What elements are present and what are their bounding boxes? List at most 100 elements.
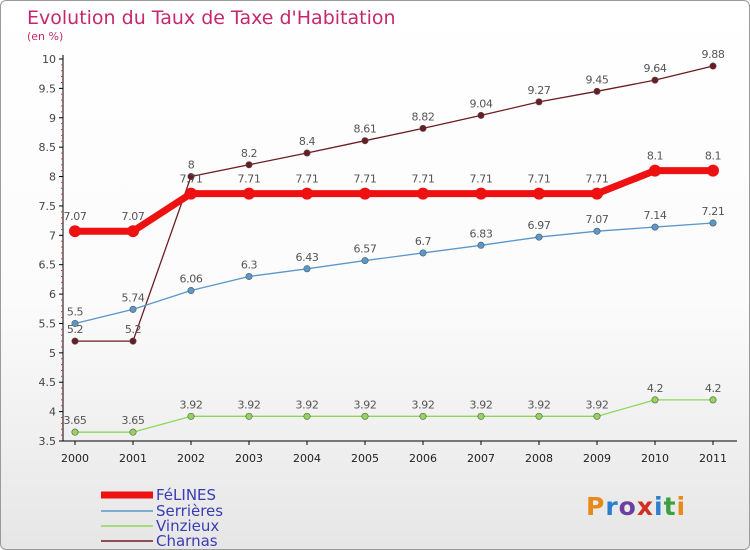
data-point-serri-res: [477, 241, 485, 249]
y-tick-label: 8: [49, 171, 56, 184]
y-tick-label: 4.5: [39, 376, 57, 389]
data-point-vinzieux: [593, 412, 601, 420]
data-label-charnas: 8.2: [241, 147, 257, 160]
data-point-f-lines: [69, 225, 81, 238]
data-point-charnas: [245, 161, 253, 169]
data-label-serri-res: 7.14: [644, 209, 667, 222]
brand-letter: i: [654, 492, 664, 521]
brand-letter: x: [636, 492, 654, 521]
data-label-charnas: 9.27: [528, 84, 551, 97]
data-point-charnas: [709, 62, 717, 70]
data-point-serri-res: [187, 287, 195, 295]
x-tick-label: 2009: [583, 452, 611, 465]
data-point-f-lines: [359, 187, 371, 200]
data-point-f-lines: [591, 187, 603, 200]
x-tick-label: 2005: [351, 452, 379, 465]
data-point-vinzieux: [651, 396, 659, 404]
data-label-vinzieux: 3.92: [296, 398, 319, 411]
data-point-serri-res: [709, 219, 717, 227]
y-tick-label: 6.5: [39, 259, 57, 272]
x-tick-label: 2010: [641, 452, 669, 465]
data-label-charnas: 9.04: [470, 97, 493, 110]
series-line-f-lines: [75, 167, 713, 235]
data-label-vinzieux: 3.65: [122, 414, 145, 427]
data-label-vinzieux: 3.92: [412, 398, 435, 411]
unit-label: (en %): [27, 30, 64, 43]
data-label-f-lines: 7.71: [296, 173, 319, 186]
y-tick-label: 5.5: [39, 317, 57, 330]
data-label-f-lines: 7.71: [412, 173, 435, 186]
data-point-f-lines: [707, 164, 719, 177]
data-label-vinzieux: 3.92: [528, 398, 551, 411]
series-line-serri-res: [74, 222, 714, 325]
brand-letter: i: [676, 492, 687, 521]
data-label-charnas: 8.82: [412, 110, 435, 123]
brand-letter: r: [605, 492, 619, 521]
y-tick-label: 7: [49, 229, 56, 242]
y-tick-label: 10: [42, 53, 56, 66]
data-point-charnas: [593, 87, 601, 95]
brand-letter: o: [618, 492, 637, 521]
legend-label-serrieres: Serrières: [156, 502, 224, 520]
y-tick-label: 9.5: [39, 82, 57, 95]
brand-logo: Proxiti: [586, 492, 686, 521]
x-tick-label: 2004: [293, 452, 321, 465]
data-point-f-lines: [301, 187, 313, 200]
data-point-vinzieux: [71, 428, 79, 436]
data-point-serri-res: [419, 249, 427, 257]
data-point-vinzieux: [129, 428, 137, 436]
data-label-f-lines: 7.71: [470, 173, 493, 186]
data-point-charnas: [129, 337, 137, 345]
data-point-vinzieux: [419, 412, 427, 420]
data-label-f-lines: 8.1: [705, 150, 721, 163]
data-point-vinzieux: [477, 412, 485, 420]
x-tick-label: 2011: [699, 452, 727, 465]
y-tick-label: 7.5: [39, 200, 57, 213]
data-label-f-lines: 7.71: [180, 173, 203, 186]
x-tick-label: 2002: [177, 452, 205, 465]
data-point-serri-res: [361, 257, 369, 265]
y-tick-label: 3.5: [39, 435, 57, 448]
data-label-charnas: 8.4: [299, 135, 316, 148]
data-label-f-lines: 7.71: [528, 173, 551, 186]
y-tick-label: 4: [49, 406, 56, 419]
x-tick-label: 2006: [409, 452, 437, 465]
data-point-serri-res: [593, 227, 601, 235]
chart-title: Evolution du Taux de Taxe d'Habitation: [27, 7, 396, 29]
y-tick-label: 8.5: [39, 141, 57, 154]
data-label-serri-res: 5.74: [122, 291, 145, 304]
y-tick-label: 6: [49, 288, 56, 301]
data-label-charnas: 8.61: [354, 123, 377, 136]
data-label-f-lines: 7.71: [586, 173, 609, 186]
data-label-f-lines: 7.71: [354, 173, 377, 186]
data-label-vinzieux: 3.65: [64, 414, 87, 427]
data-label-vinzieux: 4.2: [705, 382, 721, 395]
data-point-f-lines: [185, 187, 197, 200]
data-label-vinzieux: 3.92: [354, 398, 377, 411]
data-point-vinzieux: [245, 412, 253, 420]
legend-label-felines: FéLINES: [156, 486, 217, 504]
data-label-charnas: 5.2: [67, 323, 83, 336]
data-point-charnas: [187, 173, 195, 181]
data-label-serri-res: 7.21: [702, 205, 725, 218]
data-label-serri-res: 6.43: [296, 251, 319, 264]
data-point-vinzieux: [187, 412, 195, 420]
data-label-serri-res: 7.07: [586, 213, 609, 226]
data-label-charnas: 9.45: [586, 73, 609, 86]
data-label-f-lines: 7.07: [64, 210, 87, 223]
data-point-f-lines: [649, 164, 661, 177]
data-label-serri-res: 6.06: [180, 273, 203, 286]
data-point-f-lines: [417, 187, 429, 200]
data-point-vinzieux: [709, 396, 717, 404]
data-point-charnas: [651, 76, 659, 84]
data-point-charnas: [361, 137, 369, 145]
data-label-vinzieux: 3.92: [470, 398, 493, 411]
data-label-vinzieux: 3.92: [238, 398, 261, 411]
x-tick-label: 2000: [61, 452, 89, 465]
data-label-serri-res: 6.97: [528, 219, 551, 232]
data-point-serri-res: [71, 319, 79, 327]
legend-label-vinzieux: Vinzieux: [156, 517, 220, 535]
data-label-serri-res: 6.83: [470, 227, 493, 240]
data-point-charnas: [303, 149, 311, 157]
x-tick-label: 2003: [235, 452, 263, 465]
